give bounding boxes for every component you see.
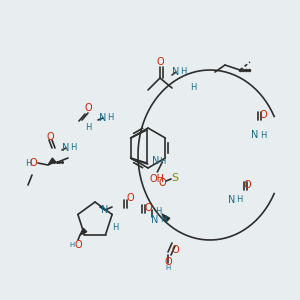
Text: O: O — [84, 103, 92, 113]
Text: N: N — [99, 113, 107, 123]
Text: O: O — [46, 132, 54, 142]
Text: O: O — [164, 257, 172, 267]
Text: H: H — [160, 215, 166, 224]
Text: O: O — [171, 245, 179, 255]
Text: O: O — [29, 158, 37, 168]
Text: H: H — [70, 143, 76, 152]
Text: O: O — [126, 193, 134, 203]
Text: H: H — [112, 224, 118, 232]
Text: O: O — [243, 180, 251, 190]
Text: H: H — [165, 265, 171, 271]
Text: H: H — [180, 68, 186, 76]
Text: O: O — [158, 178, 166, 188]
Text: H: H — [25, 158, 31, 167]
Text: O: O — [259, 110, 267, 120]
Text: O: O — [74, 240, 82, 250]
Text: N: N — [228, 195, 236, 205]
Polygon shape — [80, 228, 87, 235]
Text: H: H — [190, 83, 196, 92]
Text: H: H — [107, 113, 113, 122]
Text: N: N — [101, 205, 109, 215]
Text: H: H — [260, 130, 266, 140]
Text: N: N — [251, 130, 259, 140]
Text: H: H — [236, 196, 242, 205]
Polygon shape — [48, 158, 56, 165]
Text: S: S — [171, 173, 178, 183]
Text: N: N — [62, 143, 70, 153]
Text: H: H — [85, 124, 91, 133]
Text: N: N — [151, 215, 159, 225]
Text: O: O — [156, 57, 164, 67]
Text: O: O — [144, 203, 152, 213]
Text: H: H — [69, 242, 75, 248]
Polygon shape — [162, 214, 170, 222]
Text: H: H — [155, 208, 161, 217]
Text: N: N — [152, 156, 159, 166]
Text: N: N — [172, 67, 180, 77]
Text: H: H — [160, 157, 166, 166]
Text: OH: OH — [150, 174, 165, 184]
